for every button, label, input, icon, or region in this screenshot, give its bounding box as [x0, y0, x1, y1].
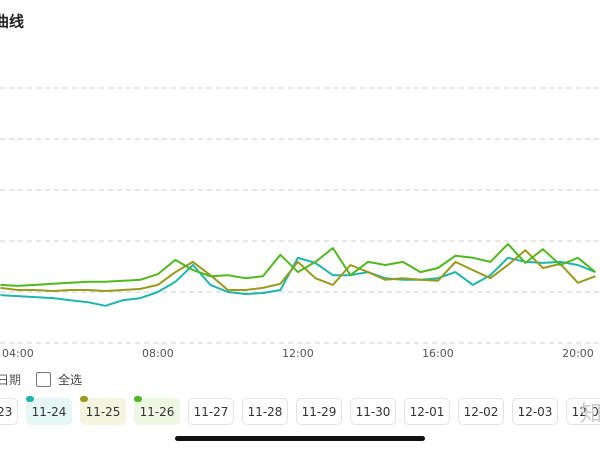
date-chip[interactable]: 11-23 — [0, 398, 18, 425]
chip-label: 11-30 — [355, 404, 391, 419]
date-chip[interactable]: 11-24 — [26, 396, 72, 425]
date-label: 日期 — [0, 373, 22, 387]
x-tick-label: 16:00 — [422, 347, 454, 360]
legend-dot — [26, 396, 34, 402]
series-line — [0, 256, 596, 307]
legend-dot — [80, 396, 88, 402]
chip-label: 12-04 — [571, 404, 600, 419]
chip-label: 12-03 — [517, 404, 553, 419]
chip-label: 11-29 — [301, 404, 337, 419]
chip-label: 12-01 — [409, 404, 445, 419]
date-chip[interactable]: 11-25 — [80, 396, 126, 425]
x-tick-label: 20:00 — [562, 347, 594, 360]
checkbox[interactable] — [36, 372, 51, 387]
date-chip[interactable]: 11-27 — [188, 398, 234, 425]
series-line — [0, 243, 597, 287]
date-chip[interactable]: 11-30 — [350, 398, 396, 425]
chip-label: 11-28 — [247, 404, 283, 419]
date-chip[interactable]: 11-26 — [134, 396, 180, 425]
date-chip[interactable]: 12-04 — [566, 398, 600, 425]
watermark: 知 — [580, 402, 600, 427]
home-indicator — [175, 436, 425, 441]
x-tick-label: 08:00 — [142, 347, 174, 360]
x-tick-label: 04:00 — [2, 347, 34, 360]
chip-label: 11-23 — [0, 404, 13, 419]
date-chip[interactable]: 12-02 — [458, 398, 504, 425]
chip-label: 11-26 — [139, 404, 175, 419]
series-line — [0, 249, 596, 292]
chart-title: 曲线 — [0, 13, 24, 31]
chip-label: 11-24 — [31, 404, 67, 419]
date-chip[interactable]: 11-28 — [242, 398, 288, 425]
date-chip[interactable]: 12-03 — [512, 398, 558, 425]
date-chip[interactable]: 12-01 — [404, 398, 450, 425]
chart: 曲线 04:00 08:00 12:00 16:00 20:00 — [0, 13, 600, 360]
chip-label: 11-27 — [193, 404, 229, 419]
x-tick-label: 12:00 — [282, 347, 314, 360]
chip-label: 12-02 — [463, 404, 499, 419]
select-all[interactable]: 全选 — [58, 373, 83, 387]
date-chip[interactable]: 11-29 — [296, 398, 342, 425]
chip-label: 11-25 — [85, 404, 121, 419]
legend-dot — [134, 396, 142, 402]
